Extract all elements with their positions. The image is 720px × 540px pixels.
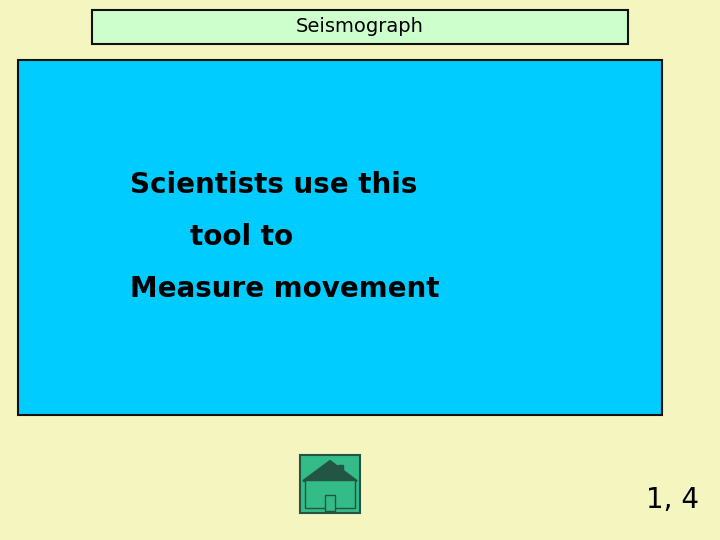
FancyBboxPatch shape — [300, 455, 360, 513]
Text: Measure movement: Measure movement — [130, 275, 439, 303]
Text: Seismograph: Seismograph — [296, 17, 424, 37]
Text: 1, 4: 1, 4 — [646, 486, 698, 514]
FancyBboxPatch shape — [18, 60, 662, 415]
FancyBboxPatch shape — [305, 480, 355, 508]
FancyBboxPatch shape — [325, 495, 335, 511]
Text: Scientists use this: Scientists use this — [130, 171, 418, 199]
Text: tool to: tool to — [190, 223, 293, 251]
Polygon shape — [303, 461, 357, 481]
FancyBboxPatch shape — [92, 10, 628, 44]
FancyBboxPatch shape — [338, 465, 343, 479]
